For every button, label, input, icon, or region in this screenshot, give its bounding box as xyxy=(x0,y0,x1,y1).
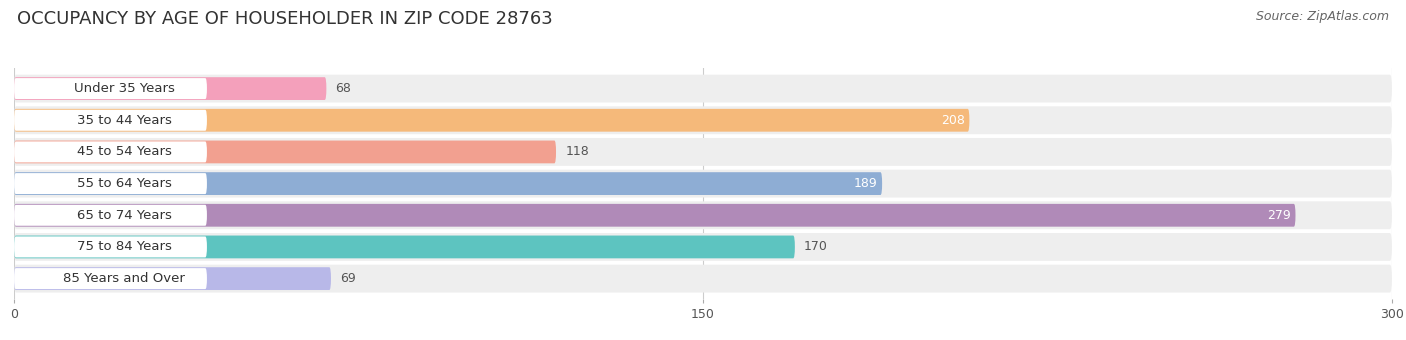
FancyBboxPatch shape xyxy=(14,204,1295,227)
FancyBboxPatch shape xyxy=(14,205,207,226)
Text: 208: 208 xyxy=(941,114,965,127)
FancyBboxPatch shape xyxy=(14,110,207,131)
FancyBboxPatch shape xyxy=(14,236,794,258)
Text: 65 to 74 Years: 65 to 74 Years xyxy=(77,209,172,222)
Text: 75 to 84 Years: 75 to 84 Years xyxy=(77,240,172,253)
FancyBboxPatch shape xyxy=(14,267,330,290)
FancyBboxPatch shape xyxy=(14,268,207,289)
FancyBboxPatch shape xyxy=(14,172,882,195)
FancyBboxPatch shape xyxy=(14,138,1392,166)
Text: 170: 170 xyxy=(804,240,828,253)
Text: 118: 118 xyxy=(565,146,589,158)
FancyBboxPatch shape xyxy=(14,109,969,132)
FancyBboxPatch shape xyxy=(14,141,207,163)
Text: 69: 69 xyxy=(340,272,356,285)
FancyBboxPatch shape xyxy=(14,201,1392,229)
FancyBboxPatch shape xyxy=(14,233,1392,261)
Text: Under 35 Years: Under 35 Years xyxy=(75,82,174,95)
FancyBboxPatch shape xyxy=(14,106,1392,134)
Text: 85 Years and Over: 85 Years and Over xyxy=(63,272,186,285)
FancyBboxPatch shape xyxy=(14,170,1392,198)
Text: 189: 189 xyxy=(853,177,877,190)
FancyBboxPatch shape xyxy=(14,173,207,194)
Text: OCCUPANCY BY AGE OF HOUSEHOLDER IN ZIP CODE 28763: OCCUPANCY BY AGE OF HOUSEHOLDER IN ZIP C… xyxy=(17,10,553,28)
Text: Source: ZipAtlas.com: Source: ZipAtlas.com xyxy=(1256,10,1389,23)
FancyBboxPatch shape xyxy=(14,265,1392,292)
Text: 45 to 54 Years: 45 to 54 Years xyxy=(77,146,172,158)
FancyBboxPatch shape xyxy=(14,75,1392,103)
FancyBboxPatch shape xyxy=(14,77,326,100)
Text: 55 to 64 Years: 55 to 64 Years xyxy=(77,177,172,190)
Text: 35 to 44 Years: 35 to 44 Years xyxy=(77,114,172,127)
FancyBboxPatch shape xyxy=(14,236,207,257)
Text: 68: 68 xyxy=(336,82,352,95)
FancyBboxPatch shape xyxy=(14,78,207,99)
Text: 279: 279 xyxy=(1267,209,1291,222)
FancyBboxPatch shape xyxy=(14,140,555,163)
